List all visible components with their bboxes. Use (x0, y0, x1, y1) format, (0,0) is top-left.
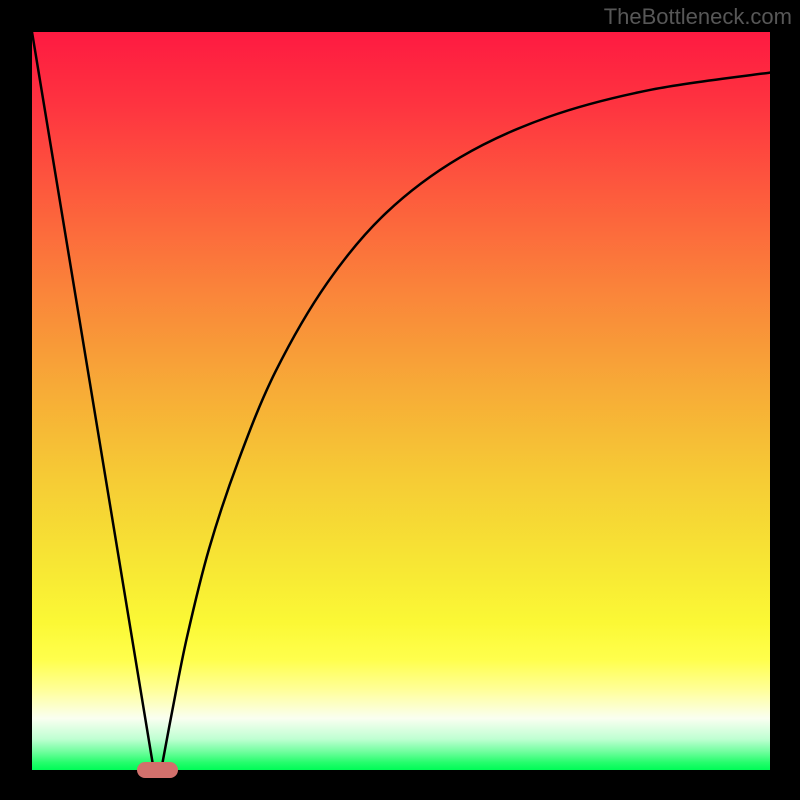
gradient-background (32, 32, 770, 770)
plot-area (32, 32, 770, 770)
bottleneck-marker (137, 762, 178, 778)
watermark-text: TheBottleneck.com (604, 4, 792, 30)
canvas-root: TheBottleneck.com (0, 0, 800, 800)
